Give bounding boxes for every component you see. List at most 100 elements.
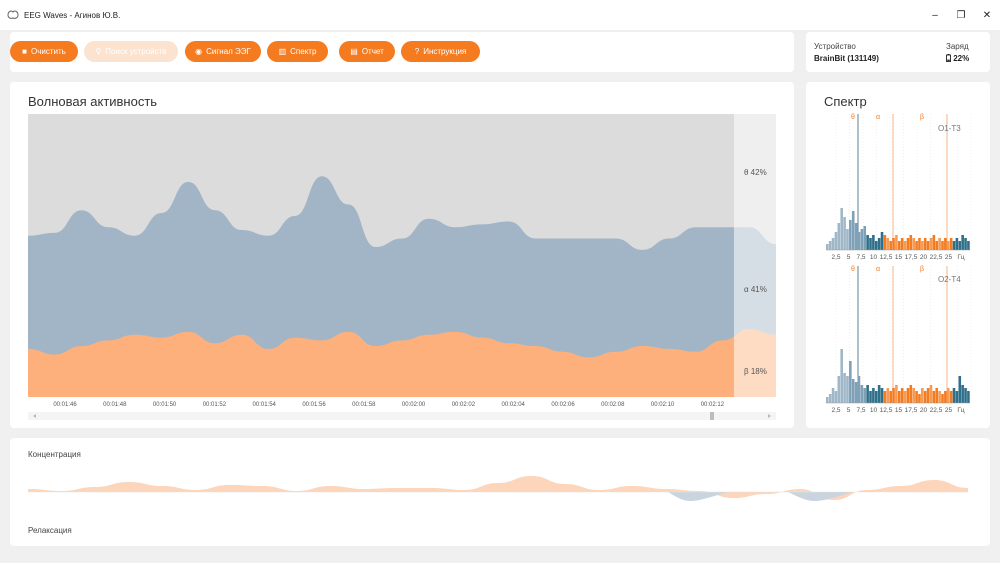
spectrum-bar [826,244,829,250]
spectrum-bar [929,238,933,250]
band-marker-label: θ [851,114,855,121]
spectrum-bar [889,241,892,250]
instructions-button[interactable]: ? Инструкция [401,41,480,62]
spectrum-bar [946,388,950,403]
report-button[interactable]: ▤ Отчет [339,41,395,62]
spectrum-bar [874,391,878,403]
spectrum-bar [926,241,930,250]
spectrum-bar [921,241,924,250]
spectrum-panel-title: Спектр [824,94,867,109]
alpha-band-label: α 41% [744,285,767,294]
spectrum-bar [941,241,944,250]
toolbar: ■ Очистить ⚲ Поиск устройств ◉ Сигнал ЭЭ… [10,32,794,72]
clear-button[interactable]: ■ Очистить [10,41,78,62]
spectrum-bar [877,385,881,403]
spectrum-bar [883,235,887,250]
battery-value-wrap: 22% [946,54,969,63]
search-devices-button[interactable]: ⚲ Поиск устройств [84,41,178,62]
spectrum-bar [869,391,872,403]
instructions-button-label: Инструкция [423,47,467,56]
spectrum-bar [860,385,864,403]
time-tick-label: 00:02:12 [701,402,725,408]
device-label: Устройство [814,42,856,51]
time-tick-label: 00:02:10 [651,402,675,408]
device-info-panel: Устройство BrainBit (131149) Заряд 22% [806,32,990,72]
spectrum-bar [946,241,950,250]
spectrum-tick-label: 22,5 [930,254,943,261]
time-tick-label: 00:02:04 [502,402,526,408]
spectrum-tick-label: 20 [920,254,928,261]
spectrum-bar [866,235,869,250]
spectrum-bar [903,391,907,403]
spectrum-bar [903,241,907,250]
time-tick-label: 00:01:52 [203,402,227,408]
time-tick-label: 00:02:00 [402,402,426,408]
spectrum-bar [854,223,858,250]
spectrum-bar [923,238,927,250]
close-button[interactable]: ✕ [982,9,992,21]
spectrum-bar [935,388,939,403]
spectrum-bar [958,241,962,250]
concentration-area-positive [28,476,968,500]
wave-panel-title: Волновая активность [28,94,158,109]
spectrum-bar [938,238,941,250]
time-tick-label: 00:02:06 [551,402,575,408]
spectrum-bar [955,391,959,403]
concentration-relaxation-panel: Концентрация Релаксация [10,438,990,546]
channel-o2-t4-label: O2-T4 [938,275,961,284]
spectrum-bar [909,235,913,250]
help-icon: ? [414,47,420,56]
spectrum-bar [932,235,936,250]
maximize-button[interactable]: ❐ [956,9,966,21]
spectrum-bar [955,238,959,250]
spectrum-tick-label: 7,5 [856,407,865,414]
spectrum-bar [967,391,970,403]
spectrum-bar [840,349,843,403]
spectrum-bar [869,238,872,250]
alpha-area [28,176,776,397]
spectrum-bar [967,241,970,250]
spectrum-bar [828,394,832,403]
spectrum-bar [941,394,944,403]
spectrum-charts: θ α β2,5 5 7,5 10 12,5 15 17,5 20 22,5 25 Гцθ α β2,5 5 7… [826,114,972,414]
spectrum-o1-t3: θ α β 2,5 5 7,5 10 12,5 15 17,5 20 22,5 25 Гц [826,114,972,261]
spectrum-bar [906,238,910,250]
spectrum-bar [889,391,892,403]
time-tick-label: 00:01:54 [253,402,277,408]
timeline-scrollbar [28,412,776,420]
spectrum-tick-label: Гц [957,407,965,414]
minimize-button[interactable]: – [932,9,938,21]
spectrum-panel: Спектр θ α β 2,5 5 7,5 10 12,5 15 17,5 20 22,5 25 Гц θ… [806,82,990,428]
spectrum-bar [921,388,924,403]
spectrum-bar [886,238,890,250]
spectrum-bar [938,391,941,403]
theta-band-label: θ 42% [744,168,767,177]
spectrum-bar [826,397,829,403]
scroll-right-icon [768,414,771,418]
concentration-chart [28,476,968,501]
concentration-label: Концентрация [28,450,81,459]
spectrum-bar [857,232,861,250]
spectrum-bar [944,238,947,250]
spectrum-tick-label: 17,5 [905,254,918,261]
spectrum-bar [915,391,918,403]
time-tick-label: 00:01:46 [53,402,77,408]
spectrum-bar [872,388,875,403]
spectrum-tick-label: 2,5 [831,407,840,414]
eeg-signal-button-label: Сигнал ЭЭГ [206,47,251,56]
eeg-signal-button[interactable]: ◉ Сигнал ЭЭГ [185,41,261,62]
brain-icon [7,10,19,19]
spectrum-bar [935,241,939,250]
spectrum-button[interactable]: ▥ Спектр [267,41,328,62]
band-marker-label: α [876,266,880,273]
spectrum-bar [860,229,864,250]
battery-label: Заряд [946,42,969,51]
spectrum-bar [843,217,846,250]
spectrum-bar [929,385,933,403]
spectrum-bar [961,235,964,250]
spectrum-tick-label: 15 [895,407,903,414]
spectrum-tick-label: 5 [847,254,851,261]
spectrum-tick-label: 7,5 [856,254,865,261]
scroll-left-icon [33,414,36,418]
spectrum-bar [843,373,846,403]
